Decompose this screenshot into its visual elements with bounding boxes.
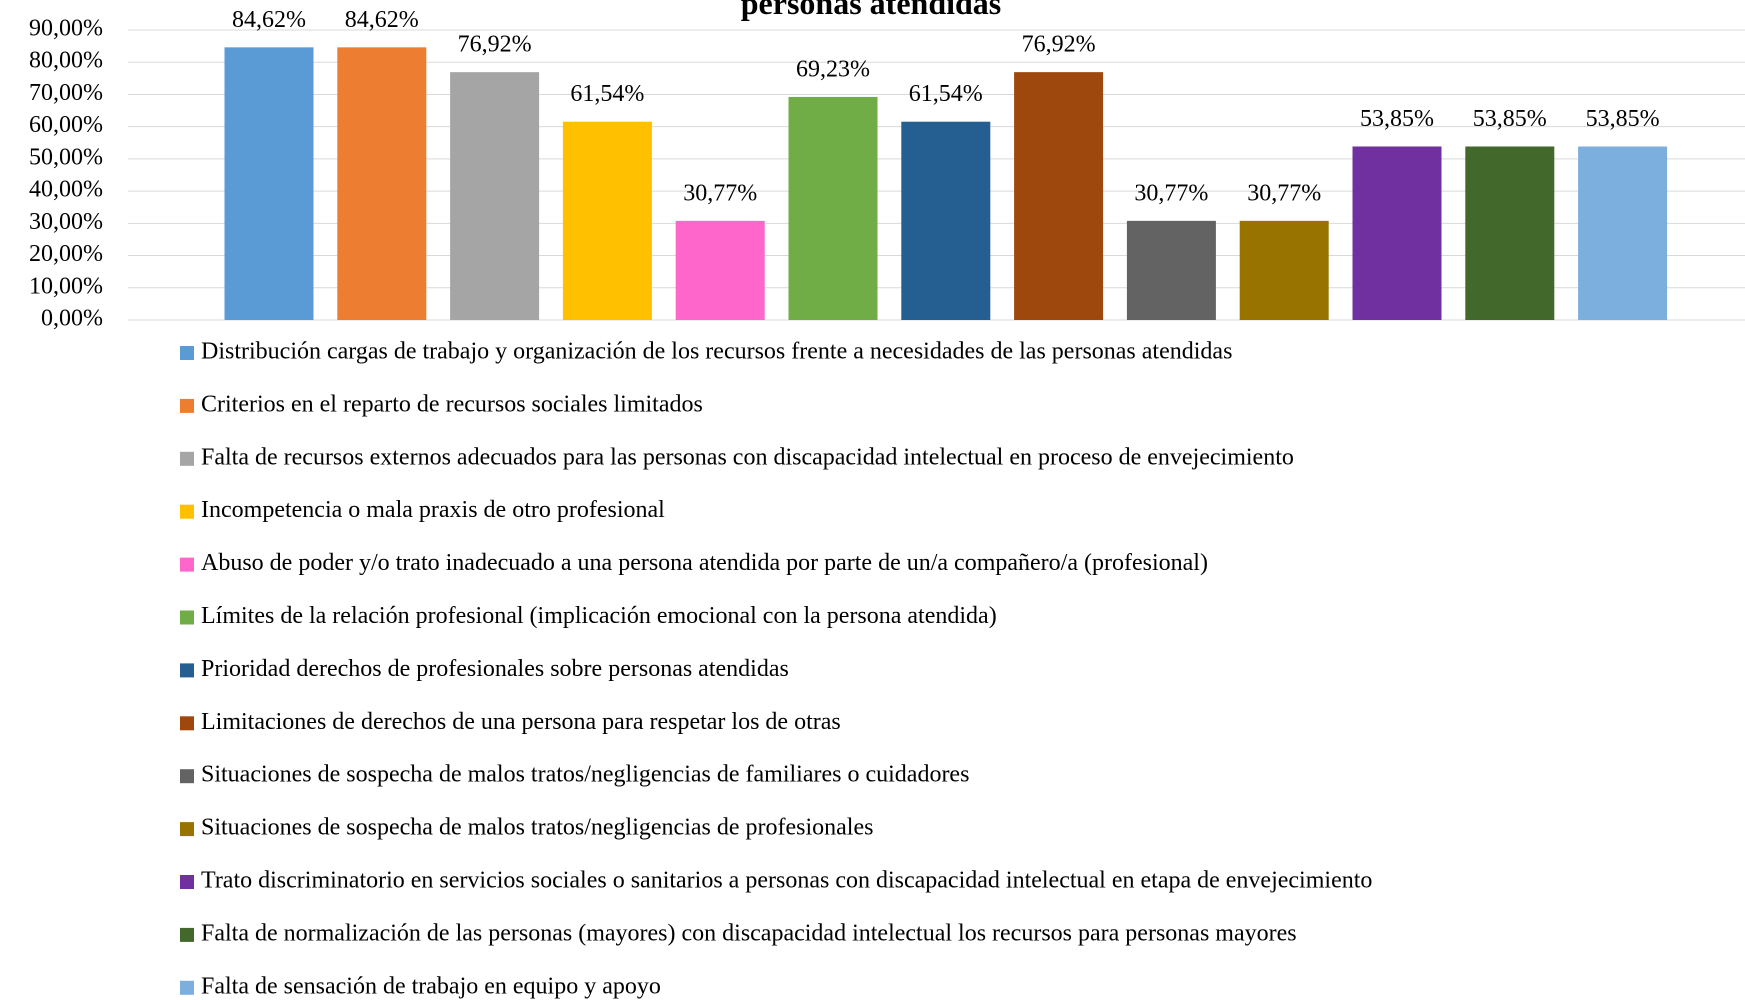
legend-label: Criterios en el reparto de recursos soci…	[201, 391, 703, 417]
bar	[901, 121, 991, 321]
y-tick-label: 80,00%	[29, 48, 103, 74]
bar	[450, 72, 540, 320]
y-tick-label: 50,00%	[29, 144, 103, 170]
data-label: 53,85%	[1473, 106, 1547, 132]
legend-label: Falta de recursos externos adecuados par…	[201, 444, 1294, 470]
y-tick-label: 40,00%	[29, 177, 103, 203]
y-tick-label: 60,00%	[29, 112, 103, 138]
legend-swatch	[180, 875, 194, 889]
bar	[788, 96, 878, 320]
legend-label: Distribución cargas de trabajo y organiz…	[201, 339, 1232, 365]
legend-swatch	[180, 398, 194, 413]
bar	[1578, 146, 1668, 320]
legend-swatch	[180, 980, 194, 995]
data-label: 30,77%	[1247, 180, 1321, 206]
legend-swatch	[180, 346, 194, 360]
legend-label: Trato discriminatorio en servicios socia…	[201, 868, 1372, 894]
legend-swatch	[180, 927, 194, 942]
legend-label: Abuso de poder y/o trato inadecuado a un…	[201, 550, 1208, 576]
legend-label: Situaciones de sospecha de malos tratos/…	[201, 762, 969, 788]
data-label: 53,85%	[1586, 106, 1660, 132]
data-label: 76,92%	[1022, 32, 1096, 58]
data-label: 69,23%	[796, 56, 870, 82]
data-label: 53,85%	[1360, 106, 1434, 132]
y-tick-label: 20,00%	[29, 241, 103, 267]
legend-label: Falta de normalización de las personas (…	[201, 920, 1297, 946]
legend-swatch	[180, 610, 194, 625]
bar	[337, 47, 427, 320]
data-label: 30,77%	[1134, 180, 1208, 206]
chart-title: personas atendidas	[741, 0, 1002, 21]
legend-swatch	[180, 716, 194, 731]
legend-label: Prioridad derechos de profesionales sobr…	[201, 656, 789, 682]
data-label: 84,62%	[232, 7, 306, 33]
y-tick-label: 90,00%	[29, 16, 103, 42]
legend-swatch	[180, 822, 194, 837]
y-tick-label: 10,00%	[29, 273, 103, 299]
bar	[1014, 72, 1104, 320]
legend-swatch	[180, 557, 194, 572]
data-label: 84,62%	[345, 7, 419, 33]
legend-label: Límites de la relación profesional (impl…	[201, 603, 997, 629]
data-label: 30,77%	[683, 180, 757, 206]
data-label: 76,92%	[458, 32, 532, 58]
y-tick-label: 0,00%	[41, 306, 103, 332]
y-tick-label: 30,00%	[29, 209, 103, 235]
legend-swatch	[180, 504, 194, 519]
bar	[1352, 146, 1442, 320]
bar	[1126, 220, 1216, 320]
legend-swatch	[180, 769, 194, 784]
legend-label: Situaciones de sospecha de malos tratos/…	[201, 815, 873, 841]
legend-swatch	[180, 663, 194, 678]
data-label: 61,54%	[570, 81, 644, 107]
bar	[675, 220, 765, 320]
legend-swatch	[180, 451, 194, 466]
bar	[224, 47, 314, 320]
data-label: 61,54%	[909, 81, 983, 107]
bar	[1465, 146, 1555, 320]
legend-label: Limitaciones de derechos de una persona …	[201, 709, 841, 735]
bar	[1239, 220, 1329, 320]
legend-label: Incompetencia o mala praxis de otro prof…	[201, 497, 665, 523]
legend-label: Falta de sensación de trabajo en equipo …	[201, 973, 661, 999]
bar	[562, 121, 652, 321]
y-tick-label: 70,00%	[29, 80, 103, 106]
